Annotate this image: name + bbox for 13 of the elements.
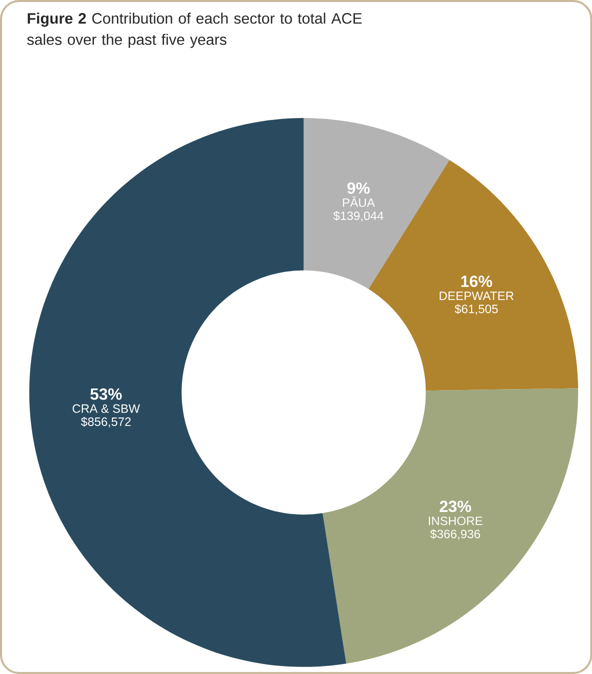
text: $856,572 — [80, 416, 131, 428]
text: $61,505 — [454, 304, 498, 315]
data-label: 9% — [347, 182, 370, 194]
slice-label: DEEPWATER — [440, 292, 514, 300]
slice-label: CRA & SBW — [72, 404, 140, 413]
slice-label: INSHORE — [428, 516, 482, 526]
data-label: 16% — [461, 276, 492, 288]
chart-title: Figure 2 Contribution of each sector to total ACE sales over the past five years — [27, 12, 362, 48]
text: $139,044 — [333, 210, 384, 222]
data-label: 53% — [90, 388, 122, 400]
text: $366,936 — [430, 529, 480, 540]
data-label: 23% — [440, 500, 471, 512]
slice-label: PĀUA — [342, 196, 375, 207]
